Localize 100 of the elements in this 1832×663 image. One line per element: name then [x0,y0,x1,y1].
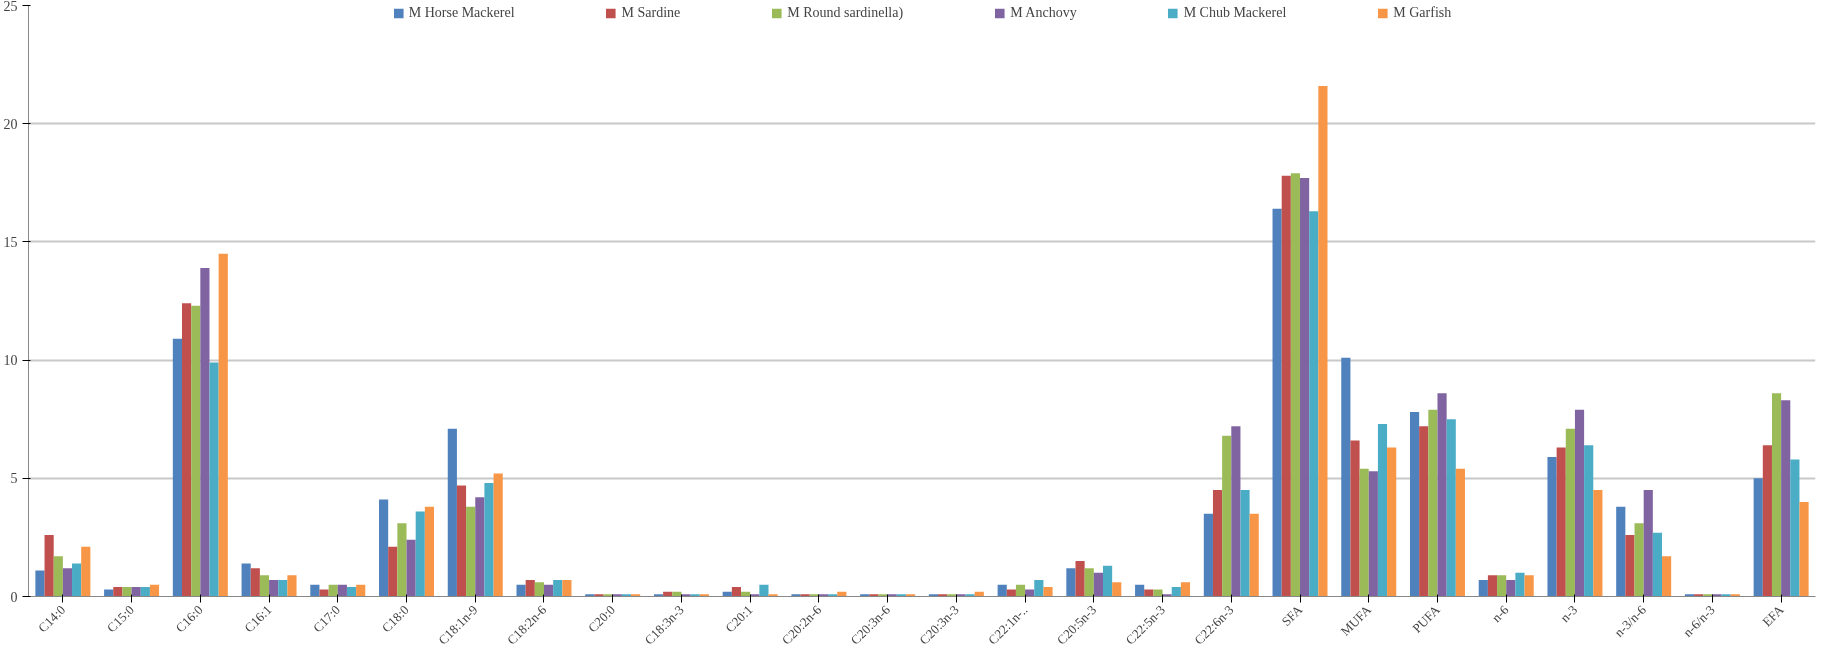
x-tick-label: n-6 [1488,601,1512,626]
bar [1409,412,1420,597]
bar [209,362,219,597]
bar [534,582,544,597]
bar [466,506,476,597]
bar [1419,426,1429,597]
bar [310,584,320,597]
bar [278,579,288,597]
bar [1203,513,1213,597]
bar [1437,393,1447,597]
bar [791,594,801,597]
legend-label: M Round sardinella) [787,5,904,21]
bar [447,428,457,597]
bar [1368,471,1378,597]
bar [1240,490,1250,597]
bar [122,587,132,597]
bar [72,563,82,597]
bar [1790,459,1800,597]
bar [1643,490,1653,597]
bar [1524,575,1534,597]
y-tick-label: 25 [3,0,18,14]
bar [140,587,150,597]
bar [1446,419,1456,597]
bar [1300,178,1310,597]
bar [1478,579,1488,597]
bar [200,267,210,597]
bar [1180,582,1191,597]
bar [1135,584,1145,597]
bar [1112,582,1122,597]
bar [172,338,182,597]
bar [149,584,160,597]
bar [113,587,123,597]
bar [44,535,54,597]
bar [1762,445,1772,597]
bar [337,584,347,597]
bar [287,575,297,597]
bar [1377,423,1388,597]
legend-label: M Anchovy [1010,5,1077,21]
bar [553,579,563,597]
bar [1574,409,1585,597]
bar [1428,409,1438,597]
y-tick-label: 10 [3,353,18,369]
bar [319,589,329,597]
bar [493,473,503,597]
bar [241,563,251,597]
bar [131,587,141,597]
bar [997,584,1007,597]
bar [1281,175,1291,597]
bar [218,253,228,597]
bar [594,594,604,597]
bar [1487,575,1498,597]
bar [406,539,416,597]
bar [1102,565,1113,597]
bar [1153,589,1163,597]
bar [1212,490,1223,597]
bar [1799,501,1809,597]
bar [1084,568,1094,597]
bar [1272,208,1282,597]
bar [35,570,45,597]
bar [1455,468,1465,597]
bar [415,511,425,597]
bar [525,579,535,597]
bar [62,568,73,597]
bar [1222,435,1232,597]
bar [269,579,279,597]
y-tick-label: 15 [3,234,18,250]
bar [1753,478,1763,597]
bar [1634,523,1644,597]
bar [250,568,260,597]
bar [1771,393,1782,597]
bar [1781,400,1791,597]
y-tick-label: 20 [3,116,18,132]
bar [379,499,389,597]
bar [1556,447,1566,597]
bar [1025,589,1035,597]
bar [731,587,742,597]
bar [1625,535,1635,597]
x-tick-label: EFA [1759,601,1787,630]
bar [328,584,338,597]
bar [53,556,63,597]
bar [1662,556,1672,597]
bar [356,584,366,597]
bar [562,579,572,597]
bar [104,589,114,597]
bar [1075,561,1085,597]
bar [1309,211,1319,597]
bar [1144,589,1154,597]
bar [1015,584,1026,597]
bar [1341,357,1351,597]
bar [484,483,494,597]
bar [191,305,201,597]
bar [1290,173,1301,597]
bar [1066,568,1076,597]
legend-label: M Chub Mackerel [1183,5,1287,21]
bar [1593,490,1603,597]
bar [1616,506,1626,597]
y-tick-label: 5 [10,471,18,487]
bar [397,523,407,597]
bar [1547,457,1557,597]
legend-label: M Horse Mackerel [408,5,515,21]
